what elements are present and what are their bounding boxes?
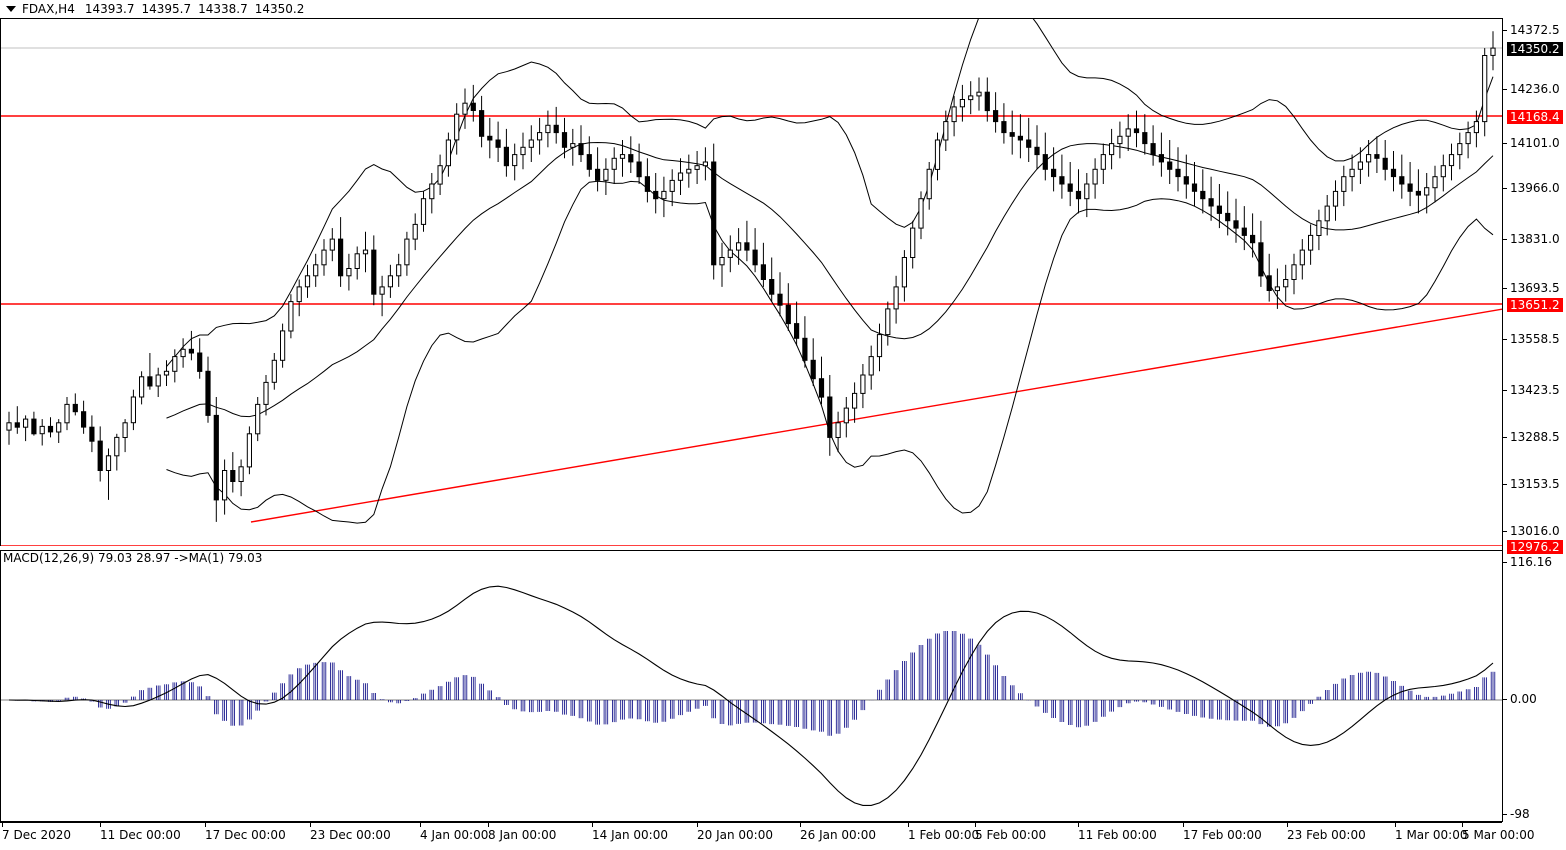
time-tick <box>1287 823 1288 827</box>
time-tick <box>975 823 976 827</box>
time-axis-label: 23 Dec 00:00 <box>310 828 391 842</box>
time-tick <box>697 823 698 827</box>
scale-tick <box>1503 143 1507 144</box>
current-price-label[interactable]: 14350.2 <box>1507 42 1563 56</box>
time-tick <box>420 823 421 827</box>
scale-tick <box>1503 30 1507 31</box>
scale-tick <box>1503 188 1507 189</box>
time-tick <box>488 823 489 827</box>
time-tick <box>592 823 593 827</box>
price-scale[interactable]: 14372.5 14350.2 14236.0 14168.4 14101.0 13966… <box>1503 18 1566 822</box>
macd-histogram <box>15 631 1496 736</box>
price-chart-pane[interactable] <box>0 18 1502 546</box>
ohlc-low: 14338.7 <box>198 2 248 16</box>
price-axis-label: 14101.0 <box>1510 136 1560 150</box>
bollinger-upper-band <box>166 19 1494 367</box>
time-tick <box>1078 823 1079 827</box>
time-axis-label: 5 Feb 00:00 <box>975 828 1047 842</box>
time-axis-label: 1 Feb 00:00 <box>908 828 980 842</box>
time-axis-label: 11 Dec 00:00 <box>100 828 181 842</box>
scale-tick <box>1503 390 1507 391</box>
price-axis-label: 14236.0 <box>1510 82 1560 96</box>
time-axis-label: 23 Feb 00:00 <box>1287 828 1366 842</box>
price-axis-label: 13558.5 <box>1510 332 1560 346</box>
time-tick <box>310 823 311 827</box>
symbol-timeframe-label: FDAX,H4 <box>22 2 75 16</box>
price-axis-label: 13423.5 <box>1510 383 1560 397</box>
scale-tick <box>1503 814 1507 815</box>
scale-tick <box>1503 288 1507 289</box>
time-tick <box>205 823 206 827</box>
macd-chart-canvas[interactable] <box>1 551 1502 822</box>
time-axis-label: 17 Dec 00:00 <box>205 828 286 842</box>
time-tick <box>908 823 909 827</box>
time-axis-label: 4 Jan 00:00 <box>420 828 489 842</box>
time-axis-label: 5 Mar 00:00 <box>1462 828 1535 842</box>
price-level-label[interactable]: 12976.2 <box>1507 540 1563 554</box>
time-axis-label: 26 Jan 00:00 <box>800 828 876 842</box>
price-axis-label: -98 <box>1510 807 1530 821</box>
scale-tick <box>1503 562 1507 563</box>
price-level-label[interactable]: 14168.4 <box>1507 110 1563 124</box>
price-axis-label: 14372.5 <box>1510 23 1560 37</box>
time-tick <box>100 823 101 827</box>
time-tick <box>1183 823 1184 827</box>
scale-tick <box>1503 437 1507 438</box>
bollinger-middle-band <box>166 141 1494 419</box>
macd-indicator-pane[interactable] <box>0 550 1502 822</box>
time-axis-label: 1 Mar 00:00 <box>1395 828 1468 842</box>
time-axis-label: 8 Jan 00:00 <box>488 828 557 842</box>
scale-tick <box>1503 239 1507 240</box>
time-axis-label: 20 Jan 00:00 <box>697 828 773 842</box>
price-level-label[interactable]: 13651.2 <box>1507 298 1563 312</box>
price-axis-label: 13016.0 <box>1510 524 1560 538</box>
ohlc-high: 14395.7 <box>141 2 192 16</box>
time-axis-label: 17 Feb 00:00 <box>1183 828 1262 842</box>
price-axis-label: 13831.0 <box>1510 232 1560 246</box>
price-axis-label: 13966.0 <box>1510 181 1560 195</box>
time-axis-label: 7 Dec 2020 <box>2 828 72 842</box>
price-axis-label: 0.00 <box>1510 692 1537 706</box>
time-axis-label: 14 Jan 00:00 <box>592 828 668 842</box>
time-tick <box>2 823 3 827</box>
triangle-down-icon[interactable] <box>6 6 16 12</box>
time-tick <box>800 823 801 827</box>
scale-divider <box>1502 18 1503 822</box>
ohlc-open: 14393.7 <box>84 2 135 16</box>
scale-tick <box>1503 339 1507 340</box>
time-tick <box>1395 823 1396 827</box>
price-axis-label: 116.16 <box>1510 555 1552 569</box>
price-axis-label: 13693.5 <box>1510 281 1560 295</box>
scale-tick <box>1503 699 1507 700</box>
price-axis-label: 13288.5 <box>1510 430 1560 444</box>
price-axis-label: 13153.5 <box>1510 477 1560 491</box>
macd-signal-line <box>8 585 1494 806</box>
scale-tick <box>1503 484 1507 485</box>
chart-header: FDAX,H4 14393.7 14395.7 14338.7 14350.2 <box>0 0 1566 18</box>
time-tick <box>1462 823 1463 827</box>
ohlc-close: 14350.2 <box>254 2 305 16</box>
candlestick-series <box>6 31 1496 522</box>
time-axis[interactable]: 7 Dec 2020 11 Dec 00:00 17 Dec 00:00 23 Dec… <box>0 823 1566 850</box>
price-chart-canvas[interactable] <box>1 19 1502 546</box>
scale-tick <box>1503 89 1507 90</box>
macd-caption-label: MACD(12,26,9) 79.03 28.97 ->MA(1) 79.03 <box>3 551 263 565</box>
scale-tick <box>1503 531 1507 532</box>
time-axis-label: 11 Feb 00:00 <box>1078 828 1157 842</box>
time-axis-line <box>0 822 1502 823</box>
